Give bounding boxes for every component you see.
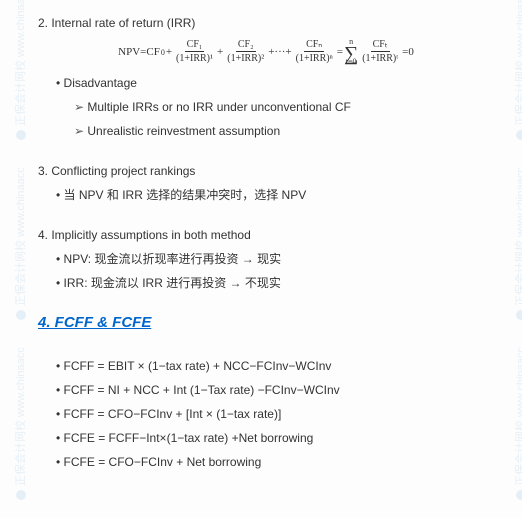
section3-item: 当 NPV 和 IRR 选择的结果冲突时，选择 NPV <box>38 186 494 204</box>
section3-title: 3. Conflicting project rankings <box>38 162 494 180</box>
fcff-item: FCFF = EBIT × (1−tax rate) + NCC−FCInv−W… <box>38 357 494 375</box>
disadvantage-item: Multiple IRRs or no IRR under unconventi… <box>38 98 494 116</box>
irr-formula: NPV=CF0 + CF₁(1+IRR)¹ + CF₂(1+IRR)² +···… <box>38 38 494 66</box>
section4-item: NPV: 现金流以折现率进行再投资 → 现实 <box>38 250 494 268</box>
fcfe-item: FCFE = FCFF−Int×(1−tax rate) +Net borrow… <box>38 429 494 447</box>
page-body: 2. Internal rate of return (IRR) NPV=CF0… <box>0 0 522 485</box>
section4-item: IRR: 现金流以 IRR 进行再投资 → 不现实 <box>38 274 494 292</box>
heading-fcff-fcfe: 4. FCFF & FCFE <box>38 314 494 331</box>
fcff-item: FCFF = NI + NCC + Int (1−Tax rate) −FCIn… <box>38 381 494 399</box>
disadvantage-item: Unrealistic reinvestment assumption <box>38 122 494 140</box>
section4-title: 4. Implicitly assumptions in both method <box>38 226 494 244</box>
fcfe-item: FCFE = CFO−FCInv + Net borrowing <box>38 453 494 471</box>
fcff-item: FCFF = CFO−FCInv + [Int × (1−tax rate)] <box>38 405 494 423</box>
section2-title: 2. Internal rate of return (IRR) <box>38 14 494 32</box>
disadvantage-label: Disadvantage <box>38 74 494 92</box>
